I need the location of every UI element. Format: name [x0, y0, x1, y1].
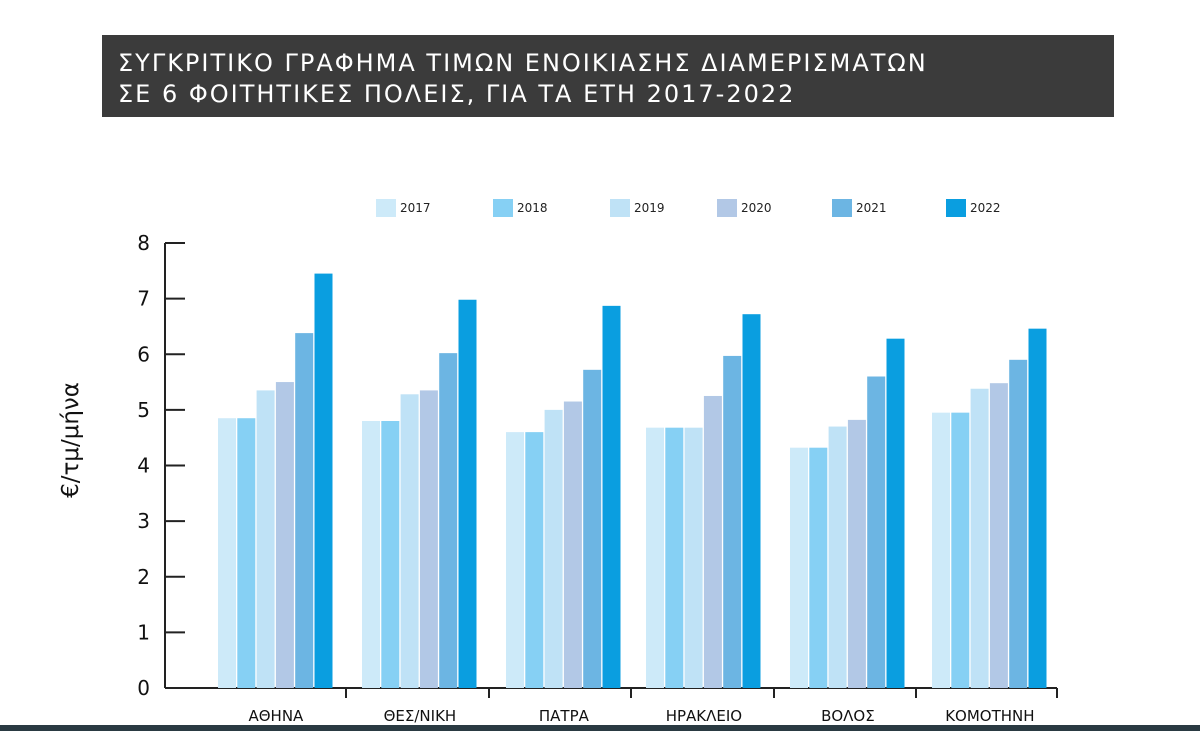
bar-2019-3 [544, 409, 563, 688]
bar-2017-6 [932, 412, 950, 688]
bar-2017-5 [790, 447, 808, 688]
legend-label-2020: 2020 [741, 201, 772, 215]
bar-2019-1 [256, 390, 275, 688]
bar-2022-4 [742, 314, 761, 688]
legend-swatch-2020 [717, 199, 737, 217]
bar-2019-6 [970, 388, 989, 688]
y-tick-label: 1 [137, 620, 150, 644]
bar-2017-1 [218, 418, 236, 688]
bar-2020-4 [703, 395, 722, 688]
bar-2018-5 [809, 447, 828, 688]
bar-2018-1 [237, 418, 256, 688]
chart-title-line-1: ΣΥΓΚΡΙΤΙΚΟ ΓΡΑΦΗΜΑ ΤΙΜΩΝ ΕΝΟΙΚΙΑΣΗΣ ΔΙΑΜ… [118, 49, 928, 77]
bar-2021-1 [295, 333, 314, 688]
legend-swatch-2018 [493, 199, 513, 217]
bar-2021-5 [867, 376, 886, 688]
y-tick-label: 3 [137, 509, 150, 533]
legend-swatch-2019 [610, 199, 630, 217]
bar-2020-5 [847, 419, 866, 688]
bar-2021-2 [439, 353, 458, 688]
y-tick-label: 8 [137, 231, 150, 255]
chart-title-banner: ΣΥΓΚΡΙΤΙΚΟ ΓΡΑΦΗΜΑ ΤΙΜΩΝ ΕΝΟΙΚΙΑΣΗΣ ΔΙΑΜ… [102, 35, 1114, 117]
bar-2022-1 [314, 273, 333, 688]
y-tick-label: 7 [137, 287, 150, 311]
bar-2020-3 [563, 401, 582, 688]
x-category-label: ΚΟΜΟΤΗΝΗ [945, 707, 1034, 725]
bar-2020-2 [419, 390, 438, 688]
y-tick-label: 5 [137, 398, 150, 422]
bar-2018-2 [381, 421, 400, 688]
y-tick-label: 2 [137, 565, 150, 589]
legend-label-2022: 2022 [970, 201, 1001, 215]
x-category-label: ΗΡΑΚΛΕΙΟ [666, 707, 742, 725]
legend-label-2017: 2017 [400, 201, 431, 215]
chart-title-line-2: ΣΕ 6 ΦΟΙΤΗΤΙΚΕΣ ΠΟΛΕΙΣ, ΓΙΑ ΤΑ ΕΤΗ 2017-… [118, 80, 796, 108]
bar-2018-4 [665, 427, 684, 688]
y-tick-label: 4 [137, 454, 150, 478]
bar-2022-3 [602, 305, 621, 688]
bar-2021-3 [583, 369, 602, 688]
x-category-label: ΑΘΗΝΑ [248, 707, 304, 725]
bar-2017-4 [646, 427, 664, 688]
bar-2017-3 [506, 432, 524, 688]
bar-2019-4 [684, 427, 703, 688]
legend-swatch-2022 [946, 199, 966, 217]
bar-2019-5 [828, 426, 847, 688]
bottom-border [0, 725, 1200, 731]
bar-2019-2 [400, 394, 419, 688]
y-tick-label: 0 [137, 676, 150, 700]
bar-2017-2 [362, 421, 380, 688]
x-category-label: ΘΕΣ/ΝΙΚΗ [384, 707, 457, 725]
legend-swatch-2021 [832, 199, 852, 217]
x-category-label: ΠΑΤΡΑ [539, 707, 590, 725]
legend-swatch-2017 [376, 199, 396, 217]
bar-2022-6 [1028, 328, 1047, 688]
y-tick-label: 6 [137, 342, 150, 366]
legend-label-2021: 2021 [856, 201, 887, 215]
bar-2020-6 [989, 383, 1008, 688]
bar-2022-2 [458, 299, 477, 688]
bar-2021-4 [723, 355, 742, 688]
bar-2018-3 [525, 432, 544, 688]
bar-2021-6 [1009, 359, 1028, 688]
legend-label-2018: 2018 [517, 201, 548, 215]
x-category-label: ΒΟΛΟΣ [821, 707, 875, 725]
bar-2022-5 [886, 338, 905, 688]
y-axis-label: €/τμ/μήνα [58, 382, 84, 498]
bar-2018-6 [951, 412, 970, 688]
legend-label-2019: 2019 [634, 201, 665, 215]
bar-2020-1 [275, 382, 294, 688]
